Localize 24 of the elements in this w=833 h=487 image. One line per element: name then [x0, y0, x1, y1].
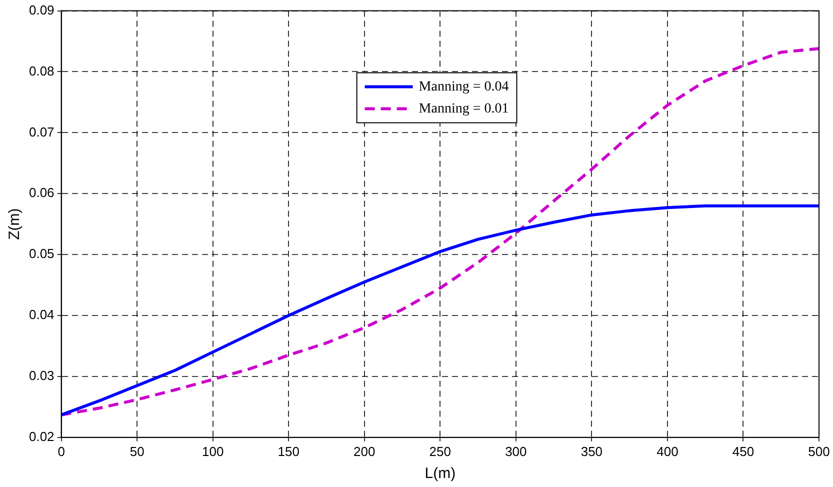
y-tick-label: 0.05	[28, 246, 54, 262]
x-tick-label: 350	[580, 444, 603, 459]
x-axis-title: L(m)	[424, 465, 456, 482]
y-axis-title: Z(m)	[6, 208, 24, 240]
x-tick-label: 500	[808, 444, 830, 459]
y-tick-label: 0.03	[28, 368, 54, 384]
x-tick-label: 150	[278, 444, 300, 459]
x-tick-label: 200	[354, 444, 376, 459]
y-tick-label: 0.07	[28, 124, 54, 140]
y-tick-label: 0.09	[28, 2, 54, 18]
legend-label: Manning = 0.04	[418, 79, 509, 94]
x-tick-label: 450	[732, 444, 754, 459]
x-tick-label: 400	[656, 444, 678, 459]
line-series	[61, 47, 819, 416]
x-tick-label: 250	[429, 444, 451, 459]
x-tick-label: 300	[505, 444, 527, 459]
y-tick-label: 0.08	[28, 63, 54, 78]
y-tick-label: 0.02	[28, 428, 54, 444]
legend-label: Manning = 0.01	[418, 101, 509, 116]
x-tick-label: 0	[58, 444, 65, 459]
y-tick-label: 0.06	[28, 185, 54, 200]
x-tick-label: 100	[202, 444, 224, 459]
x-tick-label: 50	[130, 444, 144, 459]
y-tick-label: 0.04	[28, 307, 54, 322]
